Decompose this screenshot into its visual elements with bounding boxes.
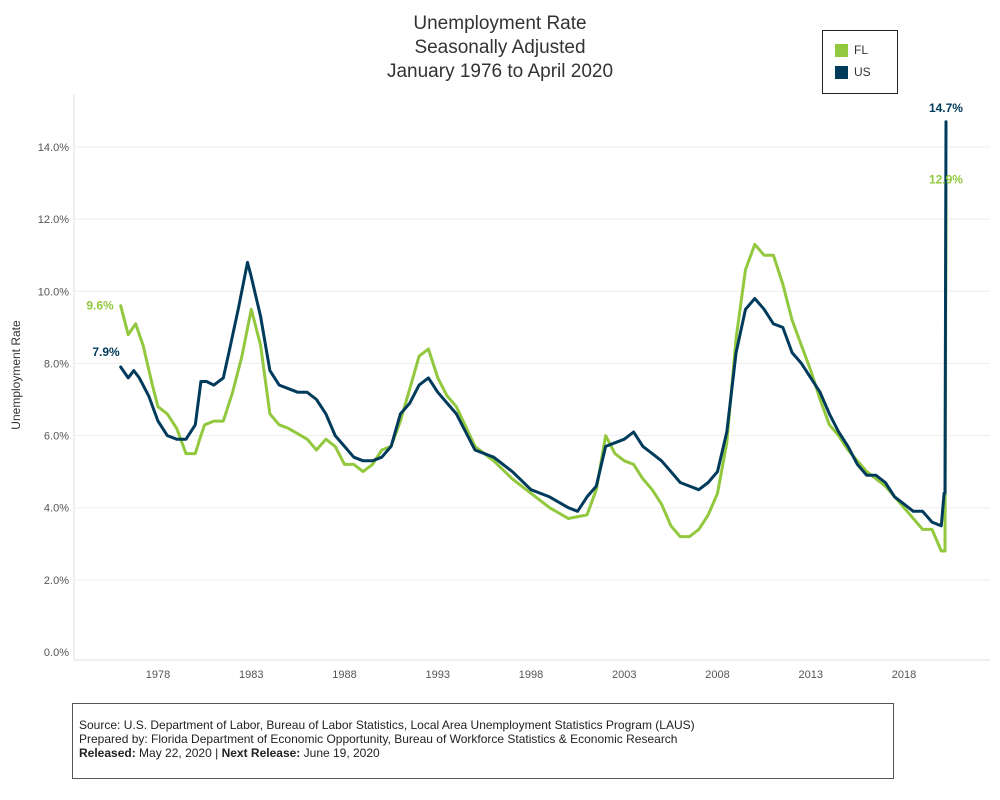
title-line-3: January 1976 to April 2020 bbox=[386, 61, 614, 82]
next-release-label: Next Release: bbox=[221, 746, 301, 760]
x-tick-label: 2008 bbox=[705, 669, 729, 681]
x-tick-label: 1983 bbox=[239, 669, 263, 681]
legend-swatch-us bbox=[835, 65, 848, 79]
series-layer bbox=[119, 120, 948, 553]
y-tick-label: 0.0% bbox=[44, 647, 69, 659]
title-line-1: Unemployment Rate bbox=[413, 13, 587, 34]
y-tick-label: 14.0% bbox=[38, 142, 69, 154]
released-label: Released: bbox=[79, 746, 136, 760]
chart-title: Unemployment Rate Seasonally Adjusted Ja… bbox=[0, 12, 1000, 84]
y-tick-label: 8.0% bbox=[44, 358, 69, 370]
next-release-value: June 19, 2020 bbox=[303, 746, 380, 760]
series-line-fl[interactable] bbox=[119, 185, 948, 553]
series-line-us[interactable] bbox=[119, 120, 948, 528]
x-tick-layer: 1978 1983 1988 1993 1998 2003 2008 2013 2018 bbox=[146, 669, 916, 681]
x-tick-label: 1988 bbox=[332, 669, 356, 681]
legend: FL US bbox=[822, 30, 898, 94]
y-tick-label: 4.0% bbox=[44, 503, 69, 515]
source-box: Source: U.S. Department of Labor, Bureau… bbox=[72, 703, 894, 779]
released-value: May 22, 2020 bbox=[139, 746, 212, 760]
x-tick-label: 1998 bbox=[519, 669, 543, 681]
x-tick-label: 1978 bbox=[146, 669, 170, 681]
label-layer: 9.6% 12.9% 7.9% 14.7% bbox=[86, 101, 963, 359]
legend-item-fl[interactable]: FL bbox=[835, 43, 868, 57]
source-line: Source: U.S. Department of Labor, Bureau… bbox=[79, 718, 695, 732]
y-tick-label: 10.0% bbox=[38, 286, 69, 298]
release-separator: | bbox=[215, 746, 219, 760]
y-tick-layer: 0.0% 2.0% 4.0% 6.0% 8.0% 10.0% 12.0% 14.0% bbox=[38, 142, 69, 659]
legend-label-fl: FL bbox=[854, 43, 869, 57]
legend-item-us[interactable]: US bbox=[835, 65, 871, 79]
start-label-fl: 9.6% bbox=[86, 299, 114, 313]
y-axis-label: Unemployment Rate bbox=[9, 320, 23, 430]
y-tick-label: 2.0% bbox=[44, 575, 69, 587]
x-tick-label: 2018 bbox=[892, 669, 916, 681]
prepared-by-line: Prepared by: Florida Department of Econo… bbox=[79, 732, 678, 746]
title-line-2: Seasonally Adjusted bbox=[414, 37, 586, 58]
y-tick-label: 12.0% bbox=[38, 214, 69, 226]
start-label-us: 7.9% bbox=[92, 345, 120, 359]
end-label-fl: 12.9% bbox=[929, 173, 963, 187]
x-tick-label: 2013 bbox=[799, 669, 823, 681]
x-tick-label: 2003 bbox=[612, 669, 636, 681]
end-label-us: 14.7% bbox=[929, 101, 963, 115]
legend-swatch-fl bbox=[835, 43, 848, 57]
y-tick-label: 6.0% bbox=[44, 431, 69, 443]
grid-layer bbox=[74, 146, 990, 581]
x-tick-label: 1993 bbox=[426, 669, 450, 681]
release-line: Released: May 22, 2020 | Next Release: J… bbox=[79, 746, 885, 760]
legend-label-us: US bbox=[854, 65, 871, 79]
